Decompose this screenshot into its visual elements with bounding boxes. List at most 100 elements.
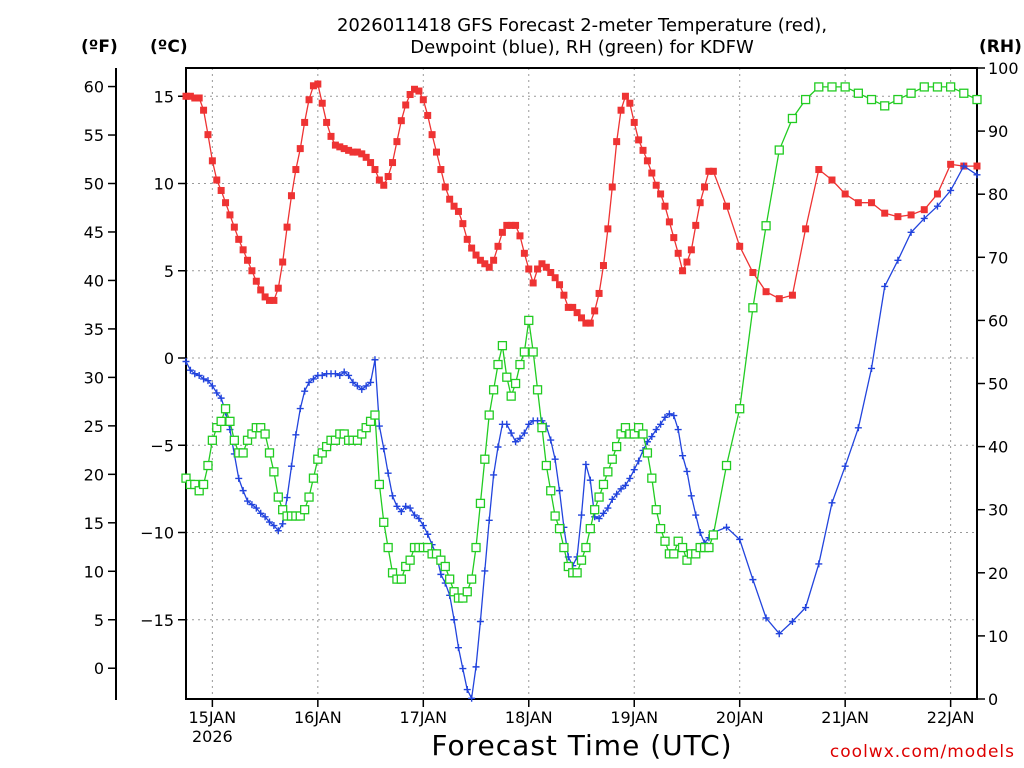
series-relative-humidity [181, 82, 982, 603]
data-point-square [265, 296, 273, 304]
data-point-open-square [594, 492, 604, 502]
data-point-plus [617, 485, 625, 493]
data-point-open-square [546, 486, 556, 496]
data-point-plus [305, 378, 313, 386]
data-point-square [907, 211, 915, 219]
data-point-open-square [466, 574, 477, 584]
fahrenheit-tick-label: 60 [84, 78, 104, 97]
data-point-plus [762, 614, 770, 622]
data-point-square [305, 96, 313, 104]
data-point-open-square [638, 429, 648, 439]
data-point-plus [257, 509, 265, 517]
data-point-open-square [590, 505, 600, 515]
data-point-open-square [528, 347, 538, 357]
data-point-square [630, 118, 638, 126]
x-tick-label: 16JAN [294, 708, 342, 727]
data-point-square [195, 94, 203, 102]
data-point-square [217, 186, 225, 194]
data-point-open-square [827, 82, 837, 92]
data-point-plus [920, 214, 928, 222]
data-point-plus [973, 171, 981, 179]
data-point-open-square [853, 88, 863, 98]
data-point-square [604, 225, 612, 233]
data-point-plus [608, 495, 616, 503]
data-point-square [868, 199, 876, 207]
data-point-square [648, 169, 656, 177]
data-point-plus [648, 433, 656, 441]
data-point-square [380, 181, 388, 189]
data-point-square [397, 117, 405, 125]
rh-tick-label: 60 [988, 311, 1008, 330]
data-point-open-square [304, 492, 314, 502]
series-temperature [182, 80, 981, 327]
data-point-plus [248, 501, 256, 509]
data-point-open-square [880, 101, 890, 111]
data-point-plus [907, 228, 915, 236]
data-point-square [920, 206, 928, 214]
data-point-square [318, 99, 326, 107]
data-point-square [762, 288, 770, 296]
fahrenheit-tick-label: 10 [84, 562, 104, 581]
data-point-square [287, 192, 295, 200]
data-point-square [235, 235, 243, 243]
fahrenheit-tick-label: 25 [84, 417, 104, 436]
data-point-plus [393, 502, 401, 510]
data-point-square [270, 296, 278, 304]
data-point-plus [683, 467, 691, 475]
rh-tick-label: 40 [988, 438, 1008, 457]
data-point-square [472, 251, 480, 259]
data-point-square [894, 213, 902, 221]
data-point-plus [419, 522, 427, 530]
data-point-plus [692, 511, 700, 519]
data-point-square [257, 286, 265, 294]
data-point-plus [604, 504, 612, 512]
chart-title-line-2: Dewpoint (blue), RH (green) for KDFW [410, 37, 754, 58]
celsius-tick-label: −10 [140, 524, 174, 543]
data-point-open-square [493, 359, 503, 370]
data-point-square [283, 223, 291, 231]
data-point-plus [270, 522, 278, 530]
data-point-square [415, 87, 423, 95]
data-point-plus [353, 382, 361, 390]
data-point-square [520, 249, 528, 257]
data-point-square [309, 82, 317, 90]
data-point-plus [635, 457, 643, 465]
data-point-open-square [515, 359, 525, 370]
data-point-plus [476, 617, 484, 625]
data-point-plus [621, 481, 629, 489]
data-point-plus [283, 494, 291, 502]
data-point-square [419, 96, 427, 104]
data-point-open-square [919, 82, 929, 92]
data-point-plus [582, 460, 590, 468]
data-point-open-square [866, 94, 877, 105]
data-point-square [358, 150, 366, 158]
fahrenheit-tick-label: 30 [84, 368, 104, 387]
data-point-plus [749, 576, 757, 584]
rh-tick-label: 70 [988, 248, 1008, 267]
data-point-square [736, 242, 744, 250]
data-point-plus [556, 487, 564, 495]
data-point-square [582, 319, 590, 327]
tick-labels: 605550454035302520151050151050−5−10−1510… [84, 59, 1019, 746]
data-point-plus [402, 502, 410, 510]
data-point-open-square [774, 145, 784, 155]
data-point-square [564, 303, 572, 311]
data-point-plus [463, 686, 471, 694]
celsius-tick-label: −5 [150, 436, 174, 455]
data-point-square [586, 319, 594, 327]
data-point-square [775, 295, 783, 303]
data-point-square [709, 167, 717, 175]
data-point-square [292, 166, 300, 174]
data-point-square [226, 211, 234, 219]
data-point-open-square [554, 523, 565, 534]
data-point-square [723, 202, 731, 210]
data-point-open-square [475, 498, 486, 509]
series-dewpoint [182, 162, 981, 702]
data-point-square [854, 199, 862, 207]
data-point-plus [788, 617, 796, 625]
data-point-square [204, 131, 212, 139]
data-point-plus [182, 357, 190, 365]
data-point-open-square [225, 416, 235, 427]
data-point-square [652, 181, 660, 189]
data-point-open-square [299, 505, 310, 515]
